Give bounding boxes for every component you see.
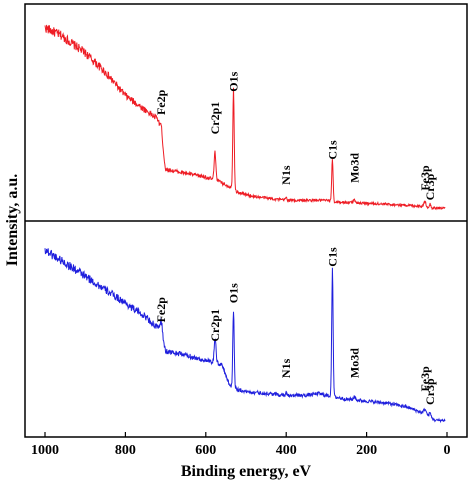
x-axis-ticks: 1000 800 600 400 200 0 [31, 432, 451, 458]
peak-label: Fe3p [418, 165, 432, 191]
peak-label: Cr2p1 [208, 102, 222, 135]
peak-label: C1s [325, 247, 339, 267]
x-tick-label: 800 [115, 443, 136, 458]
peak-label: N1s [279, 358, 293, 378]
series-line-panel-1 [44, 24, 446, 211]
peak-label: Fe2p [154, 89, 168, 115]
x-tick-label: 200 [356, 443, 377, 458]
peak-label: Mo3d [348, 348, 362, 378]
peak-label: Mo3d [348, 153, 362, 183]
series-line-panel-2 [44, 248, 446, 424]
peak-label: Cr3p [423, 173, 437, 200]
peak-label: Cr2p1 [208, 309, 222, 342]
series-layer [44, 24, 446, 424]
y-axis-title: Intensity, a.u. [4, 174, 21, 266]
x-axis-title: Binding energy, eV [181, 463, 312, 480]
peak-label: C1s [325, 140, 339, 160]
peak-label: O1s [227, 71, 241, 91]
peak-label: Fe2p [154, 297, 168, 323]
x-tick-label: 600 [195, 443, 216, 458]
x-tick-label: 400 [276, 443, 297, 458]
x-tick-label: 1000 [31, 443, 59, 458]
peak-label: N1s [279, 165, 293, 185]
peak-label: Fe3p [418, 366, 432, 392]
peak-label: O1s [227, 283, 241, 303]
x-tick-label: 0 [444, 443, 451, 458]
peak-label: Cr3p [423, 378, 437, 405]
